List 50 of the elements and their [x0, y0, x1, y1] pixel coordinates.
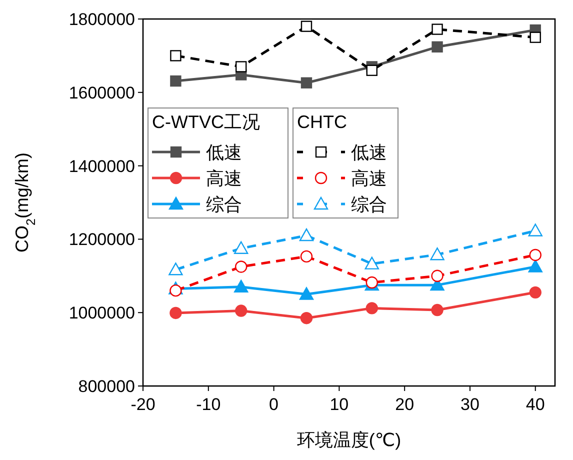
- x-tick-label: 40: [526, 395, 545, 414]
- x-tick-label: 20: [395, 395, 414, 414]
- point: [432, 24, 443, 35]
- point: [431, 304, 444, 316]
- point: [300, 250, 313, 263]
- point: [235, 61, 247, 72]
- point: [366, 302, 378, 314]
- point: [299, 287, 314, 300]
- annotation: CHTC: [297, 112, 347, 132]
- y-tick-label: 800000: [78, 376, 135, 396]
- x-tick-label: 10: [330, 395, 349, 414]
- point: [300, 20, 312, 32]
- point: [170, 75, 182, 87]
- point: [168, 262, 183, 276]
- legend-label: 综合: [206, 194, 242, 214]
- point: [366, 64, 378, 76]
- point: [529, 286, 542, 299]
- legend-label: 高速: [351, 168, 387, 188]
- y-tick-label: 1800000: [68, 10, 135, 29]
- point: [528, 224, 542, 236]
- y-tick-label: 1600000: [68, 83, 135, 102]
- y-tick-label: 1200000: [68, 230, 135, 250]
- point: [530, 32, 541, 43]
- x-tick-label: 30: [460, 395, 480, 414]
- point: [234, 304, 248, 317]
- point: [170, 50, 182, 62]
- point: [234, 241, 248, 254]
- point: [431, 270, 444, 282]
- legend-label: 低速: [351, 142, 387, 162]
- x-tick-label: 0: [269, 395, 279, 414]
- point: [170, 306, 182, 320]
- point: [300, 77, 312, 88]
- x-axis-title: 环境温度(℃): [296, 430, 402, 450]
- annotation: C-WTVC工况: [152, 112, 260, 132]
- legend-label: 高速: [206, 168, 242, 188]
- point: [299, 228, 314, 242]
- point: [300, 312, 313, 324]
- point: [430, 248, 444, 260]
- point: [432, 41, 443, 52]
- y-tick-label: 1400000: [68, 156, 135, 176]
- point: [364, 256, 379, 270]
- point: [528, 260, 542, 272]
- point: [170, 284, 182, 297]
- y-tick-label: 1000000: [68, 304, 135, 323]
- legend-label: 综合: [351, 194, 387, 214]
- x-tick-label: -20: [130, 395, 156, 414]
- point: [234, 260, 248, 273]
- x-tick-label: -10: [196, 395, 221, 414]
- point: [234, 280, 248, 293]
- legend-label: 低速: [206, 142, 242, 162]
